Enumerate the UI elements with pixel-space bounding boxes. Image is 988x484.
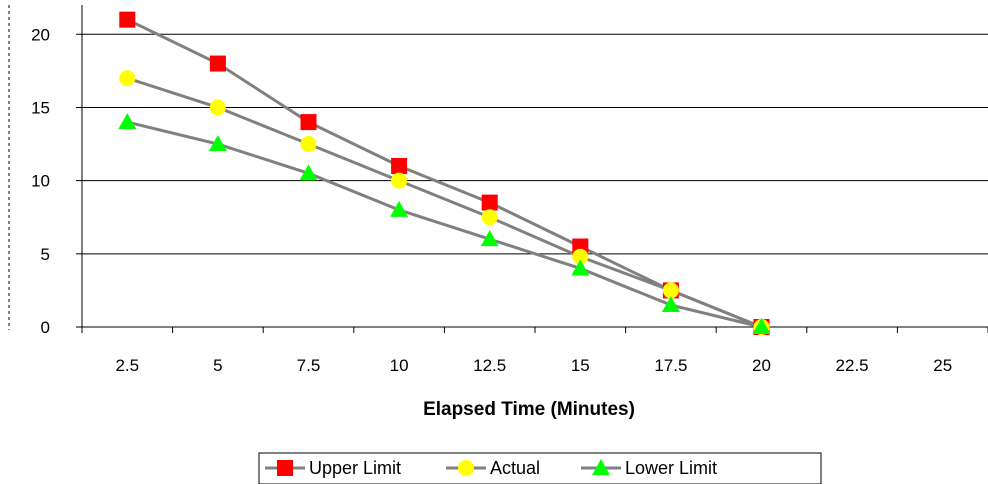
x-tick-label: 5 — [213, 356, 222, 375]
x-axis-title: Elapsed Time (Minutes) — [423, 399, 635, 420]
legend-marker-lower-limit — [592, 459, 610, 475]
x-tick-label: 7.5 — [297, 356, 321, 375]
data-point-lower-limit — [208, 135, 227, 152]
series-line-lower-limit — [126, 120, 762, 329]
data-point-upper-limit — [300, 114, 317, 131]
series-line-upper-limit — [126, 18, 763, 329]
data-point-upper-limit — [119, 11, 136, 28]
data-point-lower-limit — [752, 318, 771, 334]
data-point-lower-limit — [661, 296, 680, 313]
y-tick-label: 10 — [31, 172, 50, 191]
x-tick-label: 2.5 — [115, 356, 139, 375]
x-tick-label: 25 — [933, 356, 952, 375]
legend-marker-actual — [458, 460, 474, 476]
x-tick-label: 20 — [752, 356, 771, 375]
data-point-lower-limit — [118, 113, 137, 130]
data-point-actual — [300, 136, 317, 153]
data-point-lower-limit — [299, 164, 318, 181]
x-tick-label: 10 — [390, 356, 409, 375]
x-tick-label: 12.5 — [473, 356, 506, 375]
legend-label-upper-limit: Upper Limit — [309, 458, 401, 478]
axes — [76, 5, 988, 333]
x-tick-labels: 2.5 5 7.5 10 12.5 15 17.5 20 22.5 25 — [115, 356, 952, 375]
data-point-actual — [572, 248, 589, 265]
series-line-actual — [126, 76, 763, 329]
x-tick-label: 15 — [571, 356, 590, 375]
legend-marker-upper-limit — [277, 460, 293, 476]
y-tick-label: 0 — [41, 318, 50, 337]
y-tick-label: 15 — [31, 98, 50, 117]
data-point-actual — [209, 99, 226, 116]
legend-label-lower-limit: Lower Limit — [625, 458, 717, 478]
data-point-lower-limit — [571, 259, 590, 276]
data-point-upper-limit — [209, 55, 226, 72]
y-tick-label: 5 — [41, 245, 50, 264]
data-point-lower-limit — [480, 230, 499, 247]
data-point-actual — [119, 70, 136, 87]
y-tick-label: 20 — [31, 25, 50, 44]
x-tick-label: 22.5 — [836, 356, 869, 375]
legend-label-actual: Actual — [490, 458, 540, 478]
gridlines — [82, 33, 988, 255]
data-point-actual — [481, 209, 498, 226]
series-markers — [118, 11, 771, 335]
data-point-upper-limit — [391, 158, 408, 174]
series-lines — [126, 18, 763, 329]
x-tick-label: 17.5 — [654, 356, 687, 375]
legend: Upper Limit Actual Lower Limit — [258, 452, 822, 484]
data-point-lower-limit — [390, 200, 409, 217]
data-point-actual — [662, 282, 679, 299]
data-point-actual — [391, 172, 408, 189]
y-tick-labels: 0 5 10 15 20 — [31, 25, 50, 337]
legend-box — [258, 452, 822, 484]
data-point-upper-limit — [481, 194, 498, 211]
